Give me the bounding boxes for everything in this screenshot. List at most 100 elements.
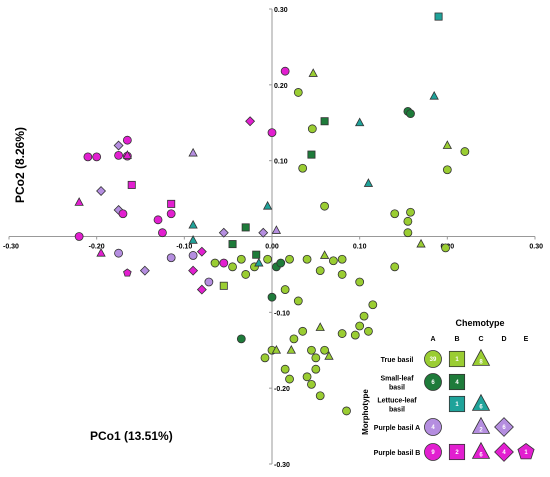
legend-count: 8 [479,360,483,366]
data-point [434,12,443,21]
data-point [139,265,150,276]
data-point [319,250,330,259]
data-point [241,223,250,232]
data-point [267,128,277,138]
data-point [280,364,290,374]
legend-count: 1 [524,450,528,456]
data-point [441,243,450,253]
data-point [271,345,282,354]
data-point [153,215,163,225]
data-point [368,300,378,310]
y-tick-label: 0.10 [274,159,288,166]
legend-marker [517,443,535,460]
data-point [252,250,261,259]
data-point [442,140,453,149]
data-point [307,345,316,355]
y-tick-label: 0.20 [274,83,288,90]
data-point [355,277,365,287]
data-point [293,88,303,97]
data-point [442,165,452,175]
data-point [271,225,282,234]
data-point [286,345,296,354]
data-point [289,334,299,344]
data-point [188,219,198,229]
data-point [228,240,237,249]
data-point [416,238,426,248]
data-point [320,345,330,355]
legend-marker [471,348,491,366]
legend-row-label: True basil [381,357,414,364]
data-point [293,296,303,306]
data-point [311,364,321,374]
data-point [188,265,199,276]
data-point [285,374,294,384]
data-point [92,152,102,162]
data-point [166,209,176,219]
x-tick-label: -0.10 [176,244,192,251]
y-tick-label: -0.10 [274,310,290,317]
x-tick-label: 0.30 [529,244,543,251]
data-point [355,321,365,331]
data-point [403,228,413,238]
legend-marker [471,393,491,411]
legend-marker [424,443,442,461]
legend-marker [448,350,466,368]
legend-column-header: B [454,336,459,343]
data-point [406,207,415,217]
legend-side-label: Morphotype [361,389,370,435]
data-point [204,277,214,287]
legend-row-label: Purple basil A [374,425,420,432]
data-point [337,254,347,264]
data-point [218,227,229,238]
data-point [260,353,270,363]
data-point [263,254,273,264]
data-point [342,406,351,416]
legend-marker [448,443,466,461]
data-point [429,90,439,100]
data-point [228,262,237,272]
data-point [113,140,124,151]
legend-marker [471,416,491,434]
legend-marker [424,350,442,368]
legend-column-header: D [501,336,506,343]
data-point [254,257,264,267]
data-point [320,201,330,211]
x-tick-label: 0.00 [265,244,279,251]
data-point [219,258,229,268]
legend-row-label: Purple basil B [374,450,421,457]
data-point [241,270,251,279]
data-point [196,284,207,295]
data-point [302,372,312,382]
data-point [188,235,198,244]
legend-marker [424,373,442,391]
data-point [280,66,290,76]
legend-count: 1 [455,357,459,363]
data-point [359,311,369,321]
data-point [307,124,317,134]
data-point [262,200,273,210]
legend-marker [448,395,466,413]
data-point [114,150,123,160]
data-point [337,270,347,279]
data-point [74,197,84,206]
data-point [245,116,256,127]
data-point [406,109,415,119]
data-point [354,117,365,127]
legend-marker [448,373,466,391]
legend-marker [471,441,491,459]
legend-layer: Chemotype A B C D E Morphotype True basil 39 1 8 Sm… [361,318,535,462]
data-point [363,178,374,187]
data-point [258,227,269,238]
data-point [324,351,334,360]
legend-column-header: C [478,336,483,343]
data-point [320,117,329,126]
legend-count: 6 [479,405,483,411]
legend-count: 39 [430,357,437,363]
legend-marker [424,418,442,436]
data-point [308,68,318,77]
legend-count: 4 [502,450,506,456]
data-point [114,248,123,258]
data-point [337,329,347,338]
